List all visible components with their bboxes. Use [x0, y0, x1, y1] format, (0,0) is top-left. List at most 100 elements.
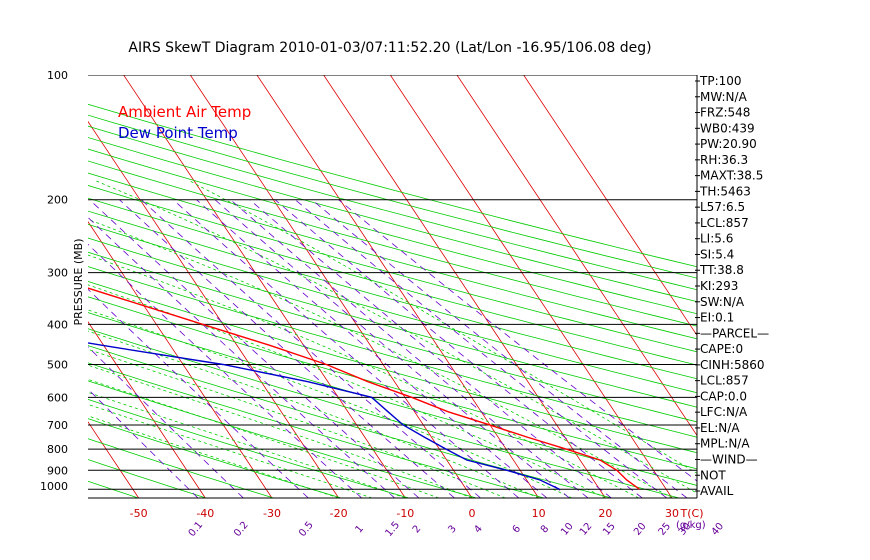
index-text: FRZ:548: [700, 106, 750, 120]
temperature-profile-line: [88, 287, 640, 490]
index-text: —WIND—: [700, 452, 758, 466]
mixing-ratio-line: [88, 346, 244, 498]
isotherm-line: [189, 75, 473, 498]
index-text: LI:5.6: [700, 232, 733, 246]
moist-adiabat-line: [88, 284, 606, 498]
pressure-tick-label: 1000: [40, 480, 68, 493]
mixing-ratio-line: [230, 199, 589, 498]
isotherm-line: [523, 75, 697, 337]
isotherm-line: [0, 75, 5, 498]
mixing-ratio-line: [249, 199, 612, 498]
mixing-ratio-label: 2: [411, 523, 424, 535]
mixing-ratio-label: 20: [632, 521, 649, 538]
y-axis-label: PRESSURE (MB): [72, 239, 85, 326]
mixing-ratio-label: 0.5: [297, 520, 316, 539]
index-text: TP:100: [699, 74, 742, 88]
index-text: LCL:857: [700, 374, 749, 388]
pressure-tick-label: 600: [47, 391, 68, 404]
isotherm-line: [88, 221, 273, 498]
bottom-temp-tick-label: -40: [196, 507, 214, 520]
dry-adiabat-line: [88, 237, 697, 408]
mixing-ratio-label: 1.5: [383, 520, 402, 539]
mixing-ratio-label: 1: [354, 523, 367, 535]
dry-adiabat-line: [88, 251, 697, 423]
bottom-temp-tick-label: -30: [263, 507, 281, 520]
mixing-ratio-label: 40: [710, 521, 727, 538]
pressure-tick-label: 900: [47, 464, 68, 477]
isotherm-line: [88, 120, 339, 498]
dry-adiabat-line: [0, 75, 71, 498]
dry-adiabat-line: [88, 184, 697, 353]
isotherm-line: [123, 75, 406, 498]
index-text: AVAIL: [700, 484, 734, 498]
index-text: LCL:857: [700, 216, 749, 230]
chart-grid: [0, 75, 698, 499]
mixing-ratio-line: [88, 288, 309, 498]
mixing-ratio-line: [172, 199, 520, 498]
moist-adiabat-line: [88, 404, 373, 498]
chart-axes: 1002003004005006007008009001000-120-110-…: [40, 69, 727, 539]
index-text: —PARCEL—: [700, 326, 769, 340]
dry-adiabat-line: [88, 296, 697, 470]
moist-adiabat-line: [88, 378, 439, 498]
dry-adiabat-line: [88, 137, 697, 303]
moist-adiabat-line: [88, 364, 473, 498]
isotherm-line: [0, 75, 72, 498]
dry-adiabat-line: [88, 362, 545, 498]
dry-adiabat-line: [88, 148, 697, 315]
dry-adiabat-line: [88, 459, 207, 498]
legend-dew-point-temp: Dew Point Temp: [118, 124, 238, 142]
dry-adiabat-line: [88, 114, 697, 279]
mixing-ratio-label: 15: [601, 521, 618, 538]
dry-adiabat-line: [88, 210, 697, 380]
index-text: RH:36.3: [700, 153, 748, 167]
mixing-ratio-label: 8: [539, 523, 552, 535]
dry-adiabat-line: [88, 103, 697, 268]
mixing-ratio-label: 4: [472, 523, 485, 535]
dry-adiabat-line: [88, 224, 697, 394]
mixing-ratio-line: [89, 199, 420, 498]
dry-adiabat-line: [88, 438, 274, 498]
index-text: CAP:0.0: [700, 389, 747, 403]
mixing-ratio-label: 3: [446, 523, 459, 535]
chart-series: [88, 287, 640, 490]
bottom-temp-tick-label: -10: [396, 507, 414, 520]
bottom-temp-unit-label: T(C): [680, 507, 704, 520]
dry-adiabat-line: [88, 160, 697, 327]
bottom-temp-tick-label: 20: [598, 507, 612, 520]
isotherm-line: [389, 75, 673, 498]
mixing-ratio-line: [294, 199, 668, 498]
bottom-temp-tick-label: 10: [532, 507, 546, 520]
pressure-tick-label: 400: [47, 318, 68, 331]
mixing-ratio-label: 0.1: [187, 520, 206, 539]
bottom-temp-tick-label: 0: [469, 507, 476, 520]
index-text: CAPE:0: [700, 342, 743, 356]
mixing-ratio-line: [274, 199, 643, 498]
pressure-tick-label: 500: [47, 359, 68, 372]
bottom-temp-tick-label: -20: [330, 507, 348, 520]
bottom-temp-tick-label: 30: [665, 507, 679, 520]
index-text: MPL:N/A: [700, 437, 750, 451]
isotherm-line: [323, 75, 606, 498]
mixing-ratio-line: [311, 199, 688, 498]
dry-adiabat-line: [88, 398, 409, 498]
index-text: NOT: [700, 468, 726, 482]
moist-adiabat-line: [88, 415, 339, 498]
pressure-tick-label: 700: [47, 419, 68, 432]
pressure-tick-label: 800: [47, 443, 68, 456]
index-text: MAXT:38.5: [700, 169, 763, 183]
dry-adiabat-line: [88, 281, 697, 454]
isotherm-line: [88, 421, 139, 498]
mixing-ratio-label: 10: [559, 521, 576, 538]
moist-adiabat-line: [88, 219, 673, 498]
legend-ambient-air-temp: Ambient Air Temp: [118, 103, 251, 121]
index-text: TT:38.8: [699, 263, 744, 277]
mixing-ratio-line: [338, 199, 697, 482]
mixing-ratio-line: [88, 243, 362, 498]
series-area: [88, 287, 640, 490]
index-text: CINH:5860: [700, 358, 765, 372]
index-text: PW:20.90: [700, 137, 757, 151]
index-text: L57:6.5: [700, 200, 745, 214]
index-text: SI:5.4: [700, 247, 734, 261]
